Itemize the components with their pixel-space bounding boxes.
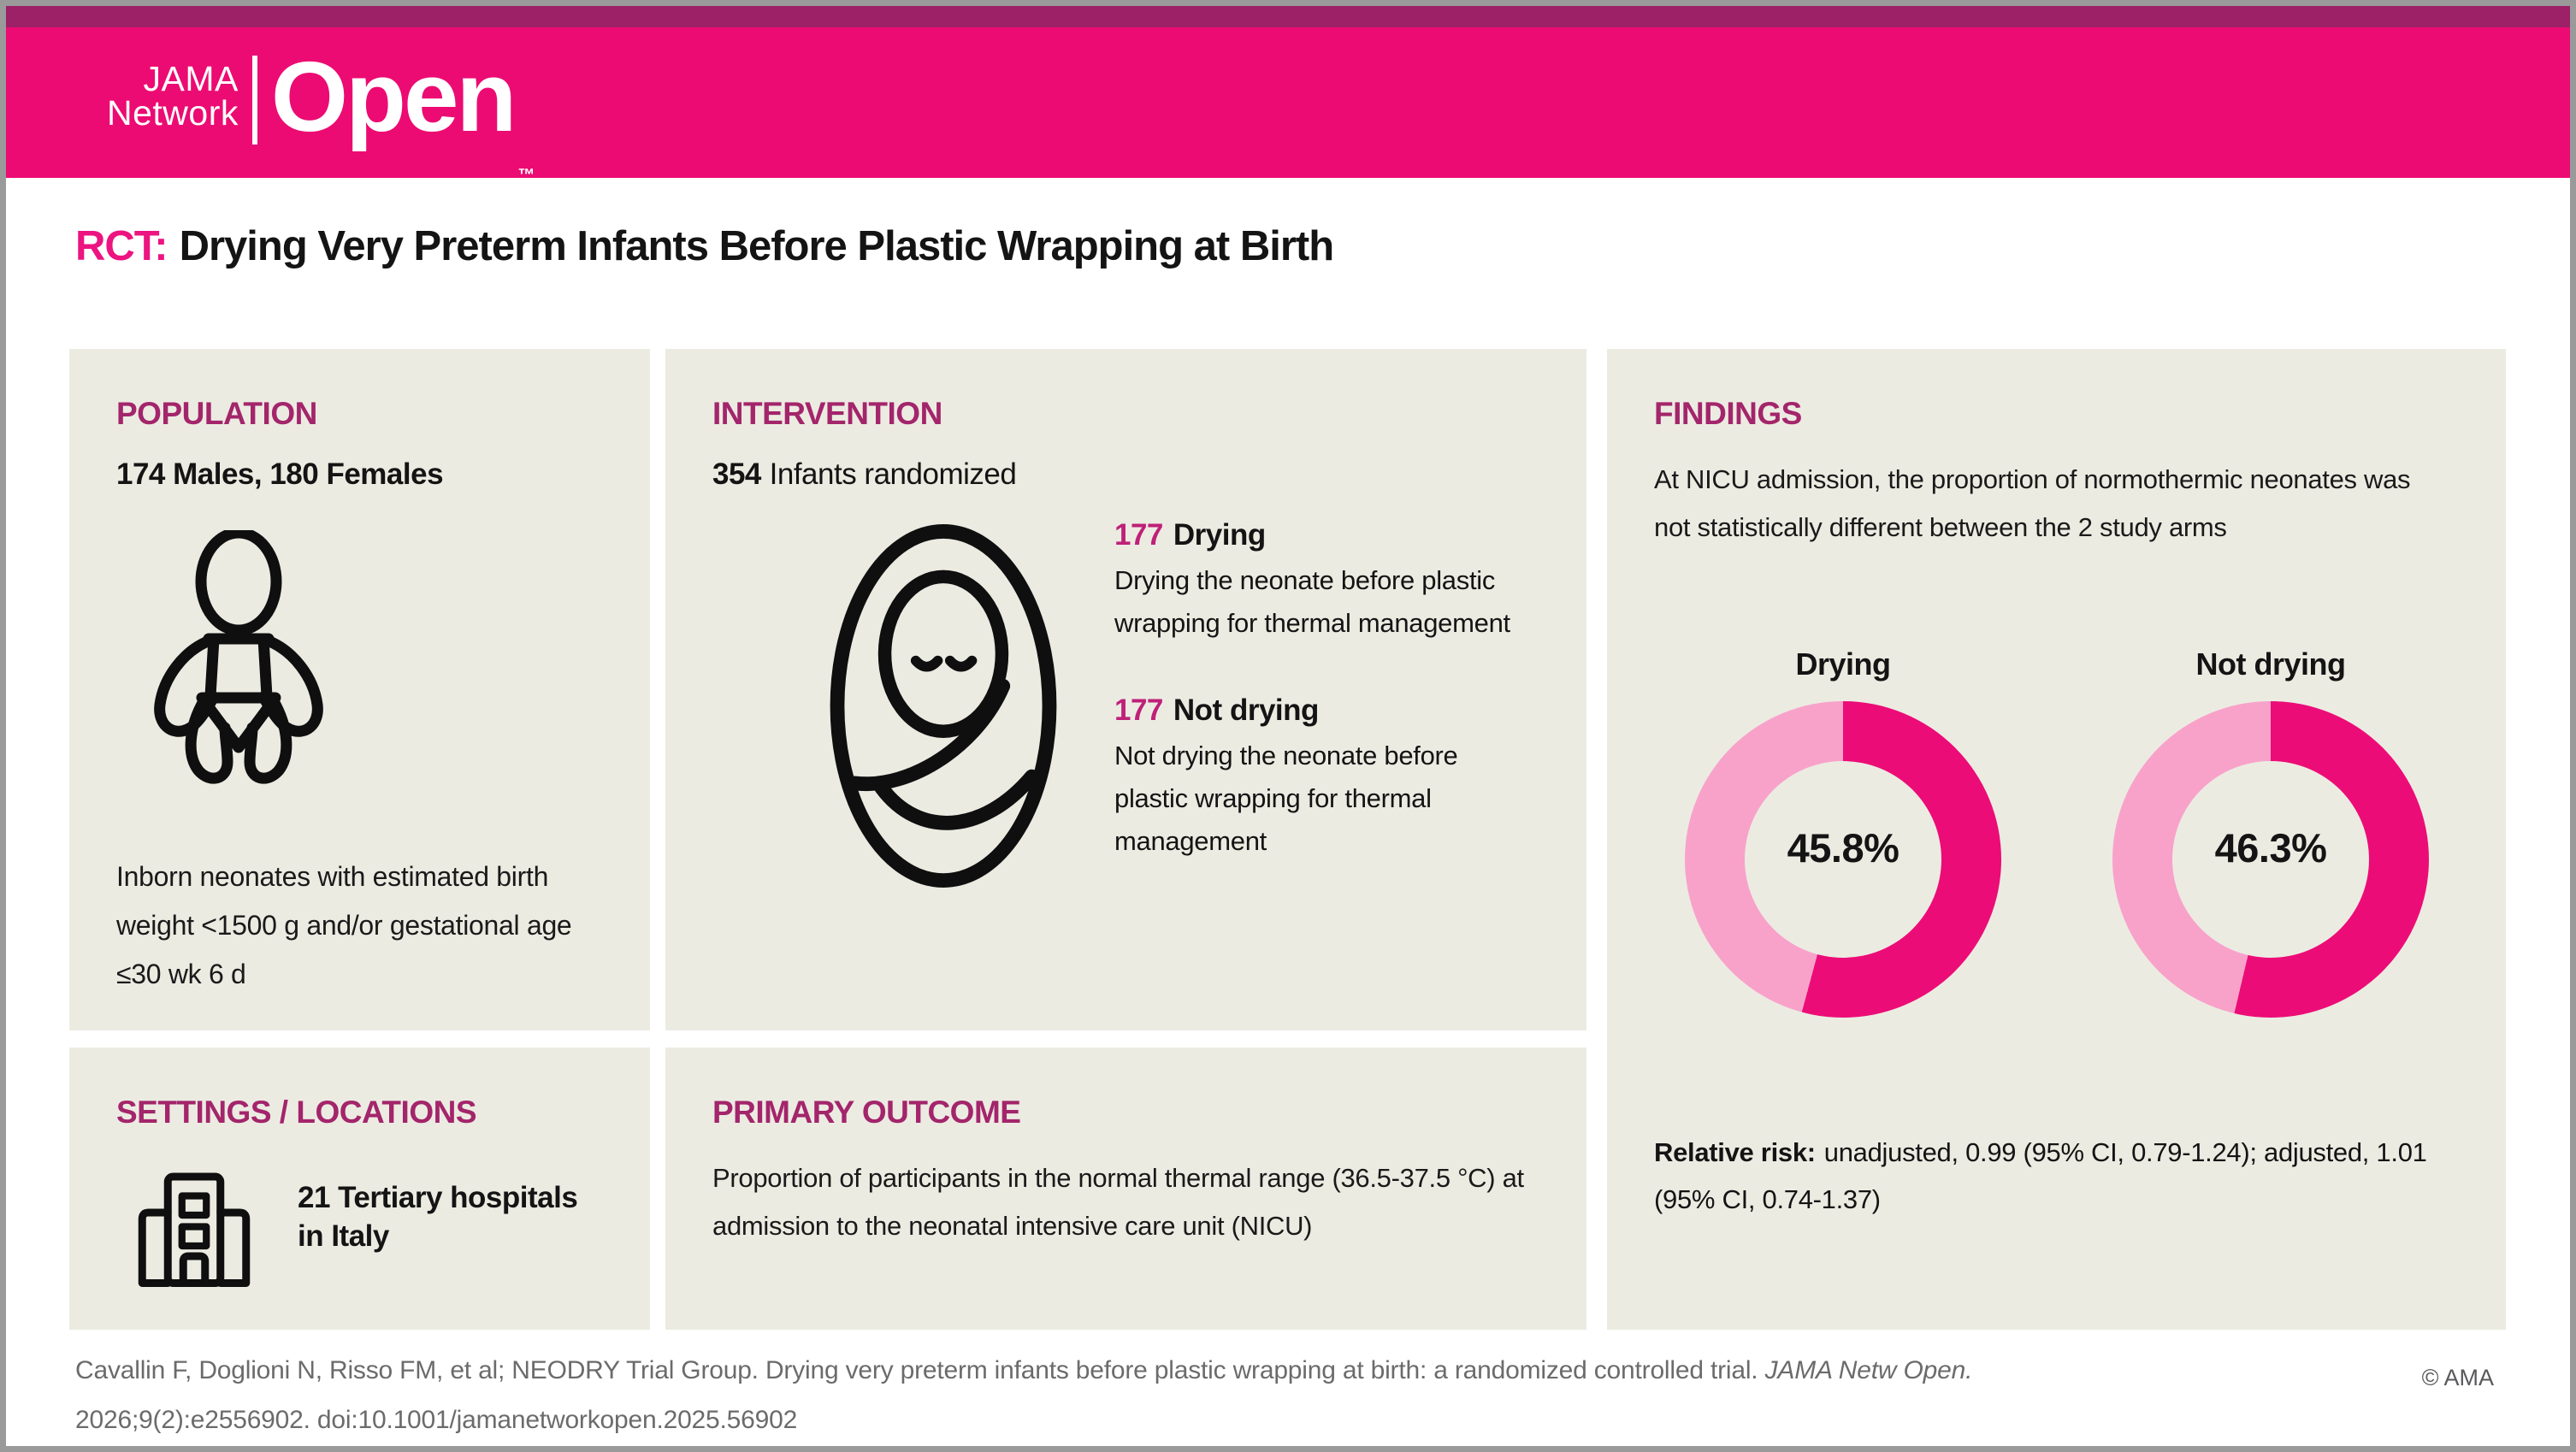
intervention-header: INTERVENTION	[712, 396, 942, 431]
baby-icon	[140, 527, 337, 817]
arm-drying-n: 177	[1114, 518, 1163, 552]
trademark-symbol: ™	[517, 166, 535, 185]
donut-drying-label: Drying	[1795, 646, 1891, 682]
citation: Cavallin F, Doglioni N, Risso FM, et al;…	[75, 1346, 1972, 1445]
arm-drying: 177 Drying Drying the neonate before plas…	[1114, 518, 1542, 645]
donut-not-drying-label: Not drying	[2195, 646, 2346, 682]
donut-drying-value: 45.8%	[1787, 824, 1900, 871]
donut-drying-hole: 45.8%	[1745, 761, 1941, 958]
findings-header: FINDINGS	[1654, 396, 1802, 431]
relative-risk-text: unadjusted, 0.99 (95% CI, 0.79-1.24); ad…	[1654, 1137, 2427, 1214]
arm-not-drying-label: Not drying	[1173, 694, 1319, 727]
findings-panel: FINDINGS At NICU admission, the proporti…	[1607, 349, 2506, 1330]
logo-divider-bar	[251, 56, 257, 145]
banner-top-strip	[6, 6, 2570, 27]
population-header: POPULATION	[116, 396, 317, 431]
relative-risk: Relative risk: unadjusted, 0.99 (95% CI, …	[1654, 1129, 2475, 1223]
donut-chart-drying: Drying 45.8%	[1685, 646, 2001, 1018]
arm-drying-description: Drying the neonate before plastic wrappi…	[1114, 565, 1510, 638]
primary-outcome-header: PRIMARY OUTCOME	[712, 1095, 1021, 1130]
intervention-stat-label: Infants randomized	[769, 457, 1017, 491]
donut-drying-ring: 45.8%	[1685, 701, 2001, 1018]
intervention-stat: 354 Infants randomized	[712, 457, 1539, 492]
population-description: Inborn neonates with estimated birth wei…	[116, 861, 572, 989]
primary-outcome-description: Proportion of participants in the normal…	[712, 1163, 1524, 1241]
findings-summary: At NICU admission, the proportion of nor…	[1654, 464, 2411, 542]
population-panel: POPULATION 174 Males, 180 Females Inborn…	[69, 349, 650, 1030]
citation-journal: JAMA Netw Open.	[1764, 1356, 1973, 1384]
settings-header: SETTINGS / LOCATIONS	[116, 1095, 477, 1130]
page-title: RCT: Drying Very Preterm Infants Before P…	[75, 222, 1335, 270]
relative-risk-label: Relative risk:	[1654, 1137, 1816, 1167]
jama-network-open-logo: JAMA Network Open™	[107, 41, 535, 216]
citation-regular: Cavallin F, Doglioni N, Risso FM, et al;…	[75, 1356, 1765, 1384]
intervention-panel: INTERVENTION 354 Infants randomized 177 D…	[665, 349, 1586, 1030]
settings-locations-panel: SETTINGS / LOCATIONS 21 Tertiary hospita…	[69, 1048, 650, 1330]
logo-jama-network: JAMA Network	[107, 56, 239, 133]
donut-chart-not-drying: Not drying 46.3%	[2112, 646, 2429, 1018]
arm-drying-label: Drying	[1173, 518, 1266, 552]
arm-not-drying-description: Not drying the neonate before plastic wr…	[1114, 741, 1458, 856]
population-stat: 174 Males, 180 Females	[116, 457, 444, 491]
swaddled-infant-icon	[811, 507, 1076, 909]
intervention-arms: 177 Drying Drying the neonate before plas…	[1114, 518, 1542, 863]
arm-not-drying-n: 177	[1114, 694, 1163, 727]
title-prefix: RCT:	[75, 223, 168, 269]
hospital-icon	[127, 1166, 262, 1299]
logo-network-text: Network	[107, 93, 239, 133]
logo-jama-text: JAMA	[143, 59, 239, 98]
donut-not-drying-value: 46.3%	[2214, 824, 2327, 871]
copyright-ama: © AMA	[2421, 1365, 2494, 1390]
donut-not-drying-hole: 46.3%	[2172, 761, 2369, 958]
title-text: Drying Very Preterm Infants Before Plast…	[179, 223, 1335, 269]
donut-not-drying-ring: 46.3%	[2112, 701, 2429, 1018]
intervention-stat-number: 354	[712, 457, 761, 491]
citation-line2: 2026;9(2):e2556902. doi:10.1001/jamanetw…	[75, 1406, 798, 1434]
primary-outcome-panel: PRIMARY OUTCOME Proportion of participan…	[665, 1048, 1586, 1330]
settings-stat: 21 Tertiary hospitals in Italy	[298, 1181, 578, 1253]
banner: JAMA Network Open™	[6, 27, 2570, 185]
logo-open-text: Open™	[270, 41, 535, 185]
arm-not-drying: 177 Not drying Not drying the neonate bef…	[1114, 694, 1542, 863]
